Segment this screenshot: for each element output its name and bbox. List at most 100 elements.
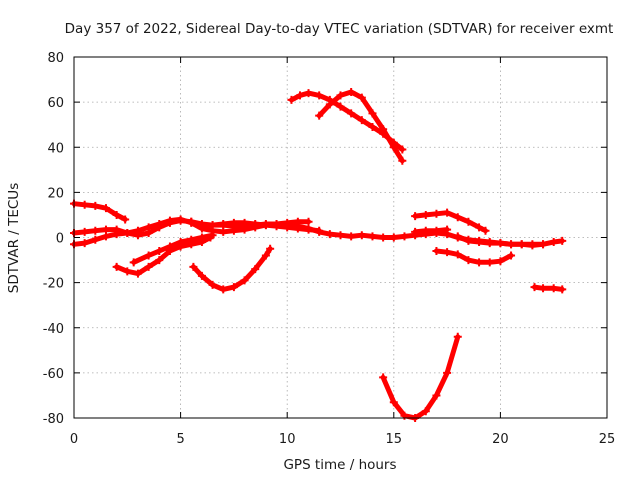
data-point	[287, 95, 296, 104]
data-point	[187, 217, 196, 226]
data-point	[496, 239, 505, 248]
data-point	[80, 200, 89, 209]
data-point	[315, 226, 324, 235]
data-point	[197, 271, 206, 280]
data-point	[315, 91, 324, 100]
series-arc-10	[315, 87, 407, 165]
data-point	[304, 217, 313, 226]
data-point	[368, 232, 377, 241]
data-point	[558, 285, 567, 294]
y-tick-label: 40	[47, 141, 64, 156]
data-point	[176, 215, 185, 224]
series-arc-5	[129, 231, 217, 267]
y-tick-label: -20	[43, 277, 64, 292]
data-point	[133, 226, 142, 235]
chart-title: Day 357 of 2022, Sidereal Day-to-day VTE…	[65, 21, 614, 37]
data-point	[187, 235, 196, 244]
data-point	[155, 256, 164, 265]
data-point	[400, 232, 409, 241]
data-point	[443, 208, 452, 217]
data-point	[176, 238, 185, 247]
series-line	[532, 284, 565, 292]
x-tick-label: 20	[492, 432, 509, 447]
y-tick-label: -40	[43, 322, 64, 337]
x-axis-label: GPS time / hours	[283, 457, 396, 473]
data-point	[261, 251, 270, 260]
data-point	[295, 91, 304, 100]
data-point	[219, 227, 228, 236]
data-point	[129, 258, 138, 267]
data-point	[357, 231, 366, 240]
x-tick-label: 5	[176, 432, 184, 447]
data-point	[379, 125, 388, 134]
data-point	[421, 407, 430, 416]
series-line	[412, 227, 450, 235]
data-point	[368, 109, 377, 118]
data-point	[208, 221, 217, 230]
series-arc-6	[189, 244, 275, 294]
data-point	[347, 87, 356, 96]
data-point	[101, 225, 110, 234]
data-point	[293, 224, 302, 233]
y-axis-label: SDTVAR / TECUs	[6, 183, 22, 293]
data-point	[485, 239, 494, 248]
y-tick-label: -80	[43, 412, 64, 427]
data-point	[266, 244, 275, 253]
data-point	[453, 250, 462, 259]
data-point	[123, 267, 132, 276]
data-point	[336, 102, 345, 111]
data-point	[432, 247, 441, 256]
y-tick-label: 0	[56, 232, 64, 247]
data-point	[229, 218, 238, 227]
data-point	[443, 248, 452, 257]
data-point	[293, 217, 302, 226]
data-point	[411, 227, 420, 236]
series-line	[114, 235, 213, 277]
data-point	[123, 228, 132, 237]
series-arc-14	[432, 247, 516, 267]
data-point	[325, 100, 334, 109]
data-point	[240, 218, 249, 227]
data-point	[432, 209, 441, 218]
data-point	[485, 258, 494, 267]
series-arc-1	[70, 199, 130, 224]
data-point	[229, 226, 238, 235]
data-point	[379, 373, 388, 382]
x-tick-label: 0	[70, 432, 78, 447]
data-point	[219, 219, 228, 228]
data-point	[421, 226, 430, 235]
data-point	[304, 225, 313, 234]
data-point	[112, 262, 121, 271]
data-point	[475, 223, 484, 232]
data-point	[121, 215, 130, 224]
y-tick-label: 20	[47, 186, 64, 201]
x-tick-label: 25	[599, 432, 616, 447]
y-tick-label: -60	[43, 367, 64, 382]
data-point	[539, 284, 548, 293]
x-tick-label: 15	[386, 432, 403, 447]
data-point	[101, 232, 110, 241]
data-point	[539, 240, 548, 249]
data-point	[549, 238, 558, 247]
data-point	[432, 391, 441, 400]
data-point	[549, 284, 558, 293]
data-point	[91, 226, 100, 235]
data-point	[336, 91, 345, 100]
series-arc-16	[530, 283, 567, 294]
data-point	[251, 265, 260, 274]
data-point	[432, 226, 441, 235]
data-point	[443, 225, 452, 234]
data-point	[453, 232, 462, 241]
data-point	[507, 240, 516, 249]
data-point	[347, 109, 356, 118]
data-point	[197, 222, 206, 231]
data-point	[530, 283, 539, 292]
data-point	[219, 285, 228, 294]
data-point	[464, 236, 473, 245]
data-point	[91, 235, 100, 244]
data-point	[208, 280, 217, 289]
data-point	[336, 231, 345, 240]
data-point	[517, 240, 526, 249]
data-point	[133, 269, 142, 278]
data-point	[398, 145, 407, 154]
